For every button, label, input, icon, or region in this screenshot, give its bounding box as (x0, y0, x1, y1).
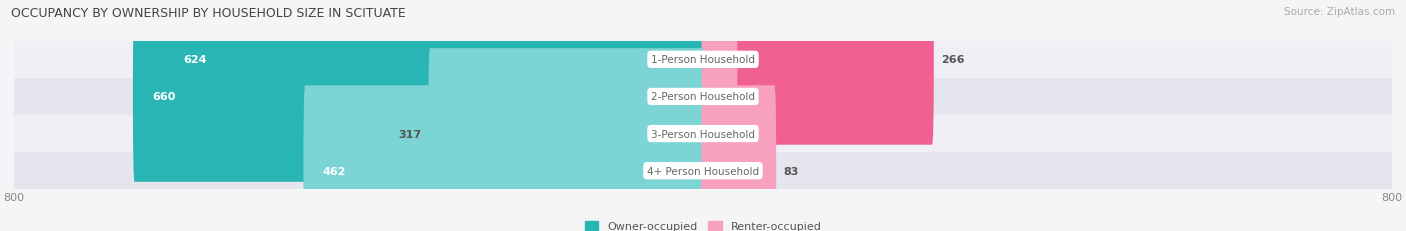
Text: 4+ Person Household: 4+ Person Household (647, 166, 759, 176)
Bar (14, 79, 1392, 116)
Bar (14, 42, 1392, 79)
Text: 31: 31 (738, 129, 754, 139)
FancyBboxPatch shape (134, 12, 704, 182)
FancyBboxPatch shape (702, 49, 731, 219)
FancyBboxPatch shape (702, 12, 738, 182)
Text: 624: 624 (183, 55, 207, 65)
Bar (14, 152, 1392, 189)
Text: OCCUPANCY BY OWNERSHIP BY HOUSEHOLD SIZE IN SCITUATE: OCCUPANCY BY OWNERSHIP BY HOUSEHOLD SIZE… (11, 7, 406, 20)
Text: 1-Person Household: 1-Person Household (651, 55, 755, 65)
Text: 462: 462 (322, 166, 346, 176)
Text: 2-Person Household: 2-Person Household (651, 92, 755, 102)
Text: Source: ZipAtlas.com: Source: ZipAtlas.com (1284, 7, 1395, 17)
Text: 660: 660 (152, 92, 176, 102)
FancyBboxPatch shape (304, 86, 704, 231)
Text: 38: 38 (744, 92, 759, 102)
Legend: Owner-occupied, Renter-occupied: Owner-occupied, Renter-occupied (581, 216, 825, 231)
Text: 83: 83 (783, 166, 799, 176)
FancyBboxPatch shape (702, 86, 776, 231)
Text: 3-Person Household: 3-Person Household (651, 129, 755, 139)
FancyBboxPatch shape (429, 49, 704, 219)
Text: 317: 317 (398, 129, 422, 139)
FancyBboxPatch shape (702, 0, 934, 145)
Text: 266: 266 (941, 55, 965, 65)
FancyBboxPatch shape (165, 0, 704, 145)
Bar (14, 116, 1392, 152)
